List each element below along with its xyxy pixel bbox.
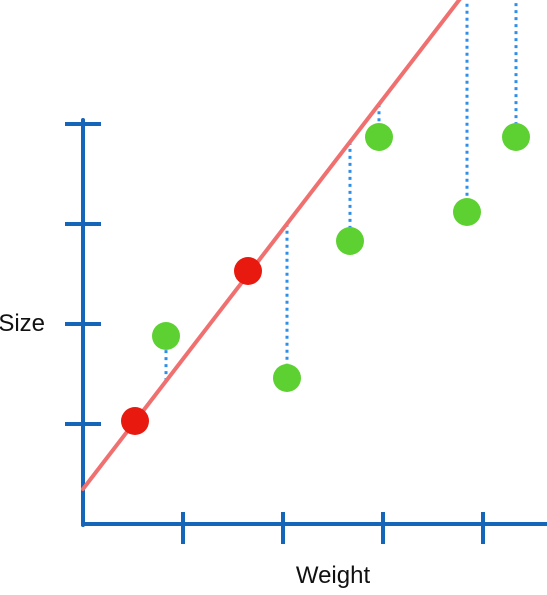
observed-point	[502, 123, 530, 151]
axis-ticks	[65, 122, 485, 544]
axes	[81, 118, 547, 527]
regression-line-group	[81, 0, 462, 491]
observed-point	[336, 227, 364, 255]
observed-point	[365, 123, 393, 151]
residual-lines	[164, 0, 518, 382]
y-axis-label: Size	[0, 310, 45, 337]
regression-line	[81, 0, 462, 491]
x-axis-label: Weight	[296, 562, 371, 589]
observed-point	[152, 322, 180, 350]
fitted-point	[121, 407, 149, 435]
observed-point	[273, 364, 301, 392]
data-points	[121, 123, 530, 435]
fitted-point	[234, 257, 262, 285]
observed-point	[453, 198, 481, 226]
